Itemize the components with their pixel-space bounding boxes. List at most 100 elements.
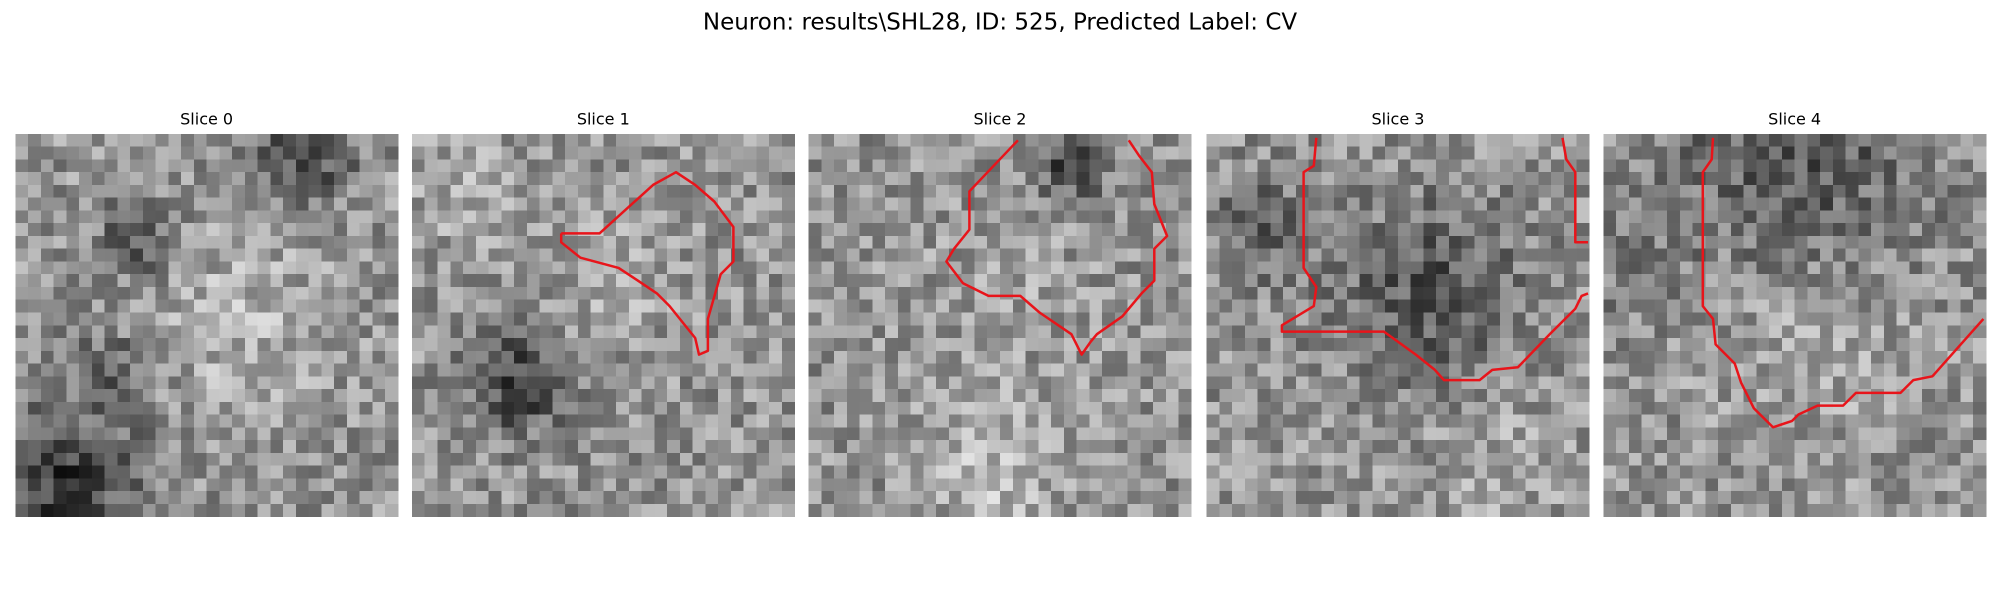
pixel [334,478,348,492]
pixel [1461,414,1475,428]
pixel [104,197,118,211]
pixel [936,210,950,224]
pixel [974,478,988,492]
pixel [1756,363,1770,377]
pixel [565,350,579,364]
pixel [411,452,426,466]
pixel [769,235,783,250]
pixel [923,363,937,377]
pixel [142,172,156,186]
pixel [730,261,744,275]
pixel [1973,210,1987,224]
pixel [923,197,937,211]
pixel [1461,159,1475,173]
pixel [91,338,105,352]
pixel [616,184,630,199]
pixel [590,146,604,160]
pixel [923,133,937,147]
pixel [821,491,835,505]
pixel [1807,465,1821,479]
pixel [859,503,873,517]
pixel [923,261,937,275]
pixel [577,338,591,352]
pixel [923,401,937,415]
pixel [1127,338,1141,352]
pixel [718,299,732,313]
pixel [718,248,732,262]
pixel [79,159,93,173]
pixel [1051,491,1065,505]
pixel [1076,235,1090,250]
pixel [1641,363,1655,377]
pixel [501,235,515,250]
pixel [1973,184,1987,199]
pixel [501,146,515,160]
pixel [1692,440,1706,454]
pixel [1410,235,1424,250]
pixel [910,465,924,479]
pixel [1820,274,1834,288]
pixel [1359,503,1373,517]
pixel [1781,223,1795,237]
pixel [1743,465,1757,479]
pixel [1436,325,1450,339]
pixel [1410,465,1424,479]
pixel [565,184,579,199]
pixel [1883,133,1897,147]
pixel [526,401,540,415]
pixel [1436,274,1450,288]
pixel [1000,172,1014,186]
pixel [232,414,246,428]
pixel [295,465,309,479]
pixel [1756,503,1770,517]
pixel [1283,389,1297,403]
pixel [1474,133,1488,147]
pixel [1909,261,1923,275]
pixel [1641,503,1655,517]
pixel [730,465,744,479]
pixel [1538,184,1552,199]
pixel [1219,350,1233,364]
pixel [1051,350,1065,364]
pixel [130,248,144,262]
pixel [1718,299,1732,313]
pixel [1883,503,1897,517]
pixel [1359,376,1373,390]
pixel [872,452,886,466]
pixel [1616,223,1630,237]
pixel [1423,184,1437,199]
pixel [539,440,553,454]
pixel [219,478,233,492]
pixel [1641,286,1655,301]
pixel [834,235,848,250]
pixel [168,452,182,466]
pixel [1705,325,1719,339]
pixel [1295,414,1309,428]
pixel [181,197,195,211]
pixel [1038,274,1052,288]
pixel [808,338,822,352]
pixel [66,376,80,390]
pixel [1270,172,1284,186]
pixel [1538,427,1552,441]
pixel [359,261,373,275]
pixel [808,223,822,237]
pixel [1025,376,1039,390]
pixel [1794,503,1808,517]
pixel [1616,452,1630,466]
pixel [385,172,399,186]
pixel [974,312,988,326]
pixel [1038,452,1052,466]
pixel [1025,427,1039,441]
pixel [526,465,540,479]
pixel [501,338,515,352]
pixel [117,248,131,262]
pixel [15,338,29,352]
pixel [66,325,80,339]
pixel [1858,452,1872,466]
pixel [1922,184,1936,199]
pixel [1922,491,1936,505]
pixel [1934,414,1949,428]
pixel [1563,210,1577,224]
pixel [1165,338,1179,352]
